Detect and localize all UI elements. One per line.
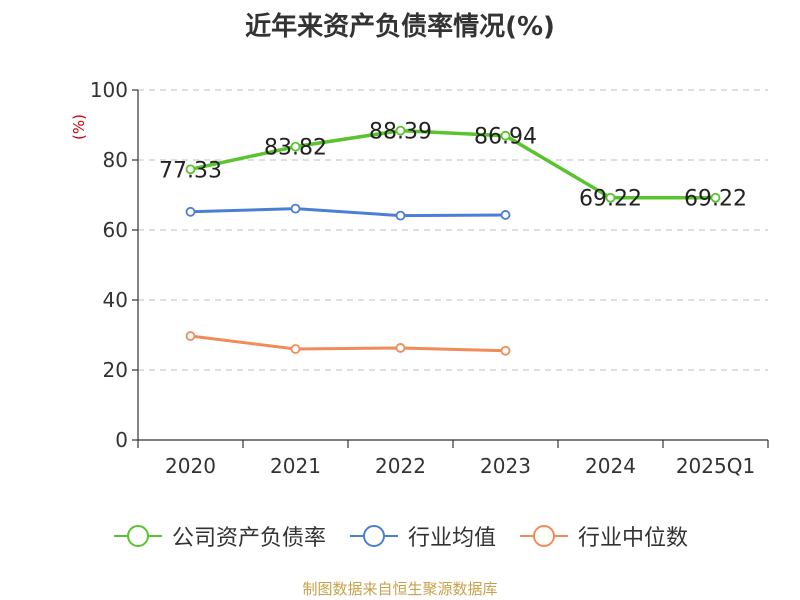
x-tick-label: 2025Q1 xyxy=(676,454,755,478)
y-tick-label: 80 xyxy=(103,148,128,172)
data-label: 83.82 xyxy=(264,136,327,161)
y-tick-label: 100 xyxy=(90,78,128,102)
series-layer xyxy=(185,125,721,356)
data-point xyxy=(395,210,406,221)
axis-layer: 0 20 40 60 80 100(%) 2020 2021 2022 2023 2024 2025Q… xyxy=(70,78,769,478)
y-tick-label: 40 xyxy=(103,288,128,312)
legend-item[interactable]: 公司资产负债率 xyxy=(112,520,326,552)
y-tick-label: 0 xyxy=(115,428,128,452)
legend-swatch xyxy=(520,525,568,547)
x-tick-label: 2020 xyxy=(165,454,216,478)
series-line xyxy=(188,128,718,200)
legend-swatch xyxy=(349,525,398,547)
x-tick-label: 2023 xyxy=(480,454,531,478)
data-label: 69.22 xyxy=(579,187,642,212)
data-point xyxy=(185,206,196,217)
data-label: 88.39 xyxy=(369,120,432,145)
legend-swatch xyxy=(113,525,162,547)
data-point xyxy=(500,130,511,141)
data-point xyxy=(395,343,406,353)
source-note: 制图数据来自恒生聚源数据库 xyxy=(302,580,498,598)
data-point xyxy=(395,125,406,136)
data-point xyxy=(185,331,196,341)
label-layer: 77.33 83.82 88.39 86.94 69.22 69.22 xyxy=(159,120,747,212)
series-line xyxy=(189,334,507,353)
data-point xyxy=(290,344,301,354)
legend: 公司资产负债率 行业均值 行业中位数 xyxy=(0,520,800,552)
data-label: 86.94 xyxy=(474,125,537,150)
legend-item[interactable]: 行业均值 xyxy=(348,520,496,552)
y-unit-label: (%) xyxy=(70,114,88,140)
data-point xyxy=(500,345,511,356)
chart-title: 近年来资产负债率情况(%) xyxy=(245,12,555,42)
grid-layer xyxy=(138,89,768,371)
series-line xyxy=(189,207,507,218)
x-tick-label: 2022 xyxy=(375,454,426,478)
y-tick-label: 20 xyxy=(103,358,128,382)
legend-label: 行业中位数 xyxy=(578,526,689,551)
data-point xyxy=(290,203,301,214)
x-tick-label: 2021 xyxy=(270,454,321,478)
legend-item[interactable]: 行业中位数 xyxy=(518,520,688,552)
x-tick-label: 2024 xyxy=(585,454,636,478)
y-tick-label: 60 xyxy=(103,218,128,242)
data-point xyxy=(500,210,511,220)
data-point xyxy=(605,192,616,203)
data-point xyxy=(185,164,196,175)
legend-label: 行业均值 xyxy=(407,526,496,551)
data-label: 77.33 xyxy=(159,158,222,183)
data-point xyxy=(710,192,721,203)
legend-label: 公司资产负债率 xyxy=(171,526,326,551)
data-point xyxy=(290,141,301,152)
data-label: 69.22 xyxy=(684,187,747,212)
